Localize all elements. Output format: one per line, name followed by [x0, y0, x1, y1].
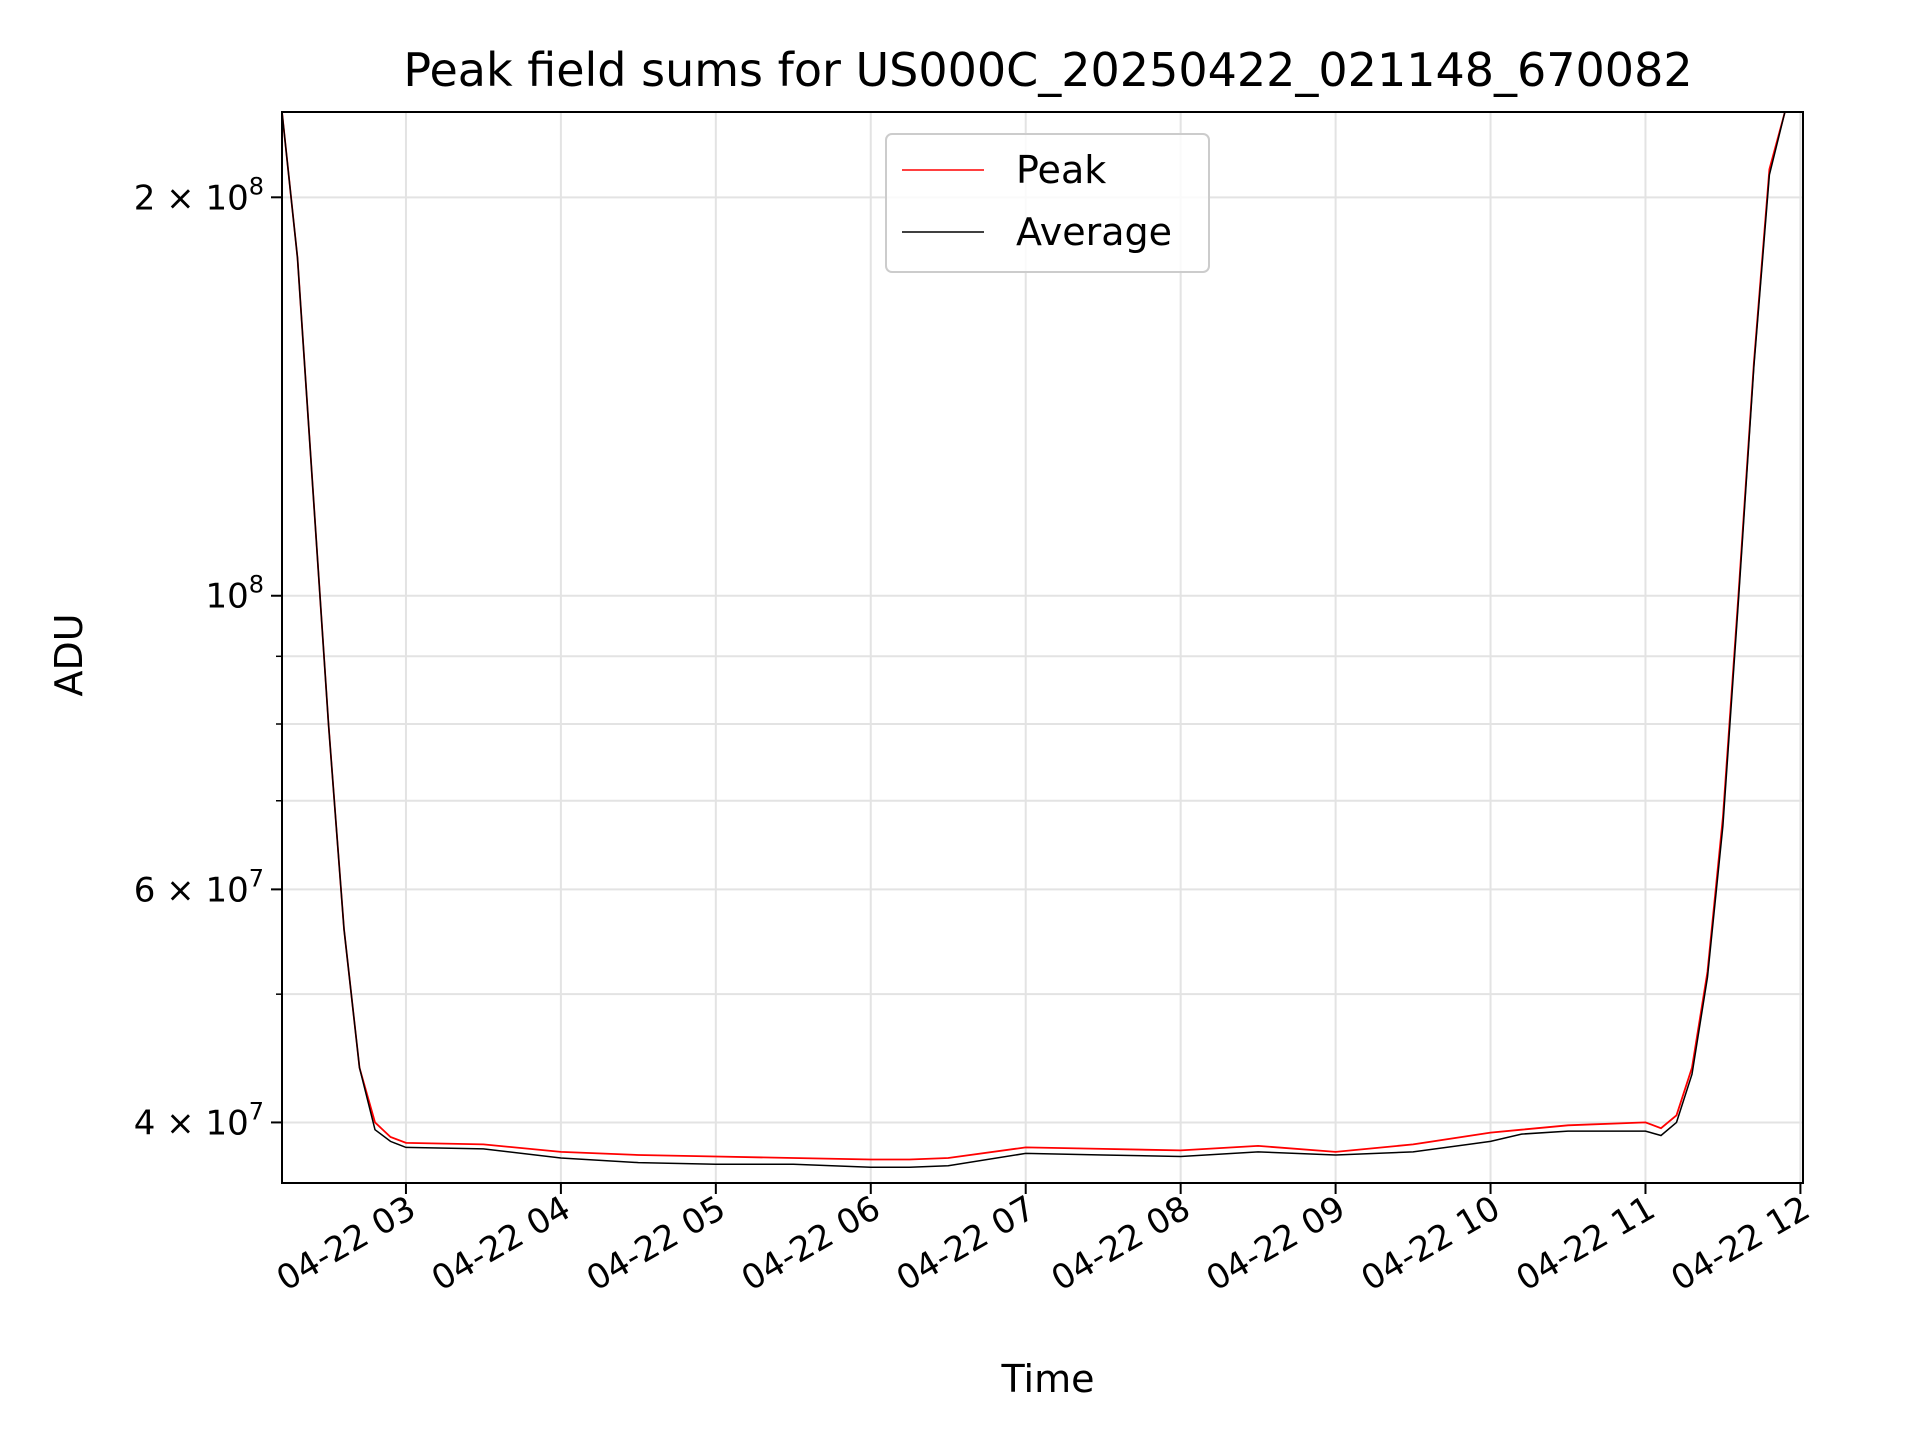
- y-tick-label: 2 × 108: [134, 172, 264, 218]
- x-axis-label: Time: [1001, 1357, 1095, 1401]
- y-axis-label: ADU: [47, 613, 91, 696]
- y-tick-label: 108: [205, 571, 264, 617]
- series-line-average: [282, 112, 1786, 1169]
- grid: [282, 112, 1803, 1183]
- plot-data: [282, 112, 1786, 1169]
- legend-label-average: Average: [1016, 210, 1172, 254]
- x-tick-label: 04-22 12: [1665, 1188, 1817, 1299]
- x-axis: 04-22 03 04-22 04 04-22 05 04-22 06 04-22 07…: [270, 1183, 1817, 1299]
- x-tick-label: 04-22 04: [425, 1188, 577, 1299]
- legend-box: [885, 133, 1210, 273]
- x-tick-label: 04-22 11: [1510, 1188, 1662, 1299]
- plot-frame: [281, 111, 1804, 1184]
- y-tick-label: 6 × 107: [134, 864, 264, 910]
- legend-label-peak: Peak: [1016, 148, 1106, 192]
- x-tick-label: 04-22 06: [735, 1188, 887, 1299]
- x-tick-label: 04-22 03: [270, 1188, 422, 1299]
- x-tick-label: 04-22 10: [1355, 1188, 1507, 1299]
- legend: Peak Average: [885, 133, 1210, 273]
- x-tick-label: 04-22 07: [890, 1188, 1042, 1299]
- x-tick-label: 04-22 05: [580, 1188, 732, 1299]
- series-line-peak: [282, 112, 1786, 1161]
- x-tick-label: 04-22 08: [1045, 1188, 1197, 1299]
- x-tick-label: 04-22 09: [1200, 1188, 1352, 1299]
- chart-title: Peak field sums for US000C_20250422_0211…: [403, 43, 1692, 97]
- y-axis: 4 × 107 6 × 107 108 2 × 108: [134, 172, 282, 1143]
- y-tick-label: 4 × 107: [134, 1097, 264, 1143]
